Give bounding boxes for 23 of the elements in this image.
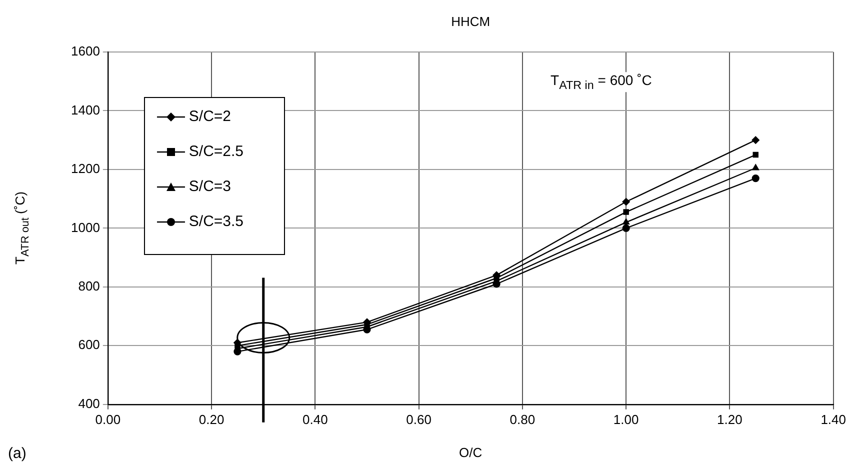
y-tick-label: 1600 bbox=[71, 44, 100, 59]
legend-label: S/C=3 bbox=[188, 178, 232, 195]
y-tick-label: 400 bbox=[78, 396, 100, 411]
text: (a) bbox=[8, 445, 26, 462]
x-tick-label: 0.80 bbox=[510, 412, 536, 427]
y-tick-label: 600 bbox=[78, 337, 100, 352]
x-tick-label: 0.00 bbox=[95, 412, 121, 427]
legend-label: S/C=3.5 bbox=[188, 213, 244, 230]
x-tick-label: 0.40 bbox=[302, 412, 328, 427]
x-tick-label: 0.60 bbox=[406, 412, 432, 427]
chart-title: HHCM bbox=[450, 14, 492, 29]
y-tick-label: 1000 bbox=[71, 220, 100, 235]
legend-label: S/C=2 bbox=[188, 108, 232, 125]
y-tick-label: 1200 bbox=[71, 161, 100, 176]
legend-label: S/C=2.5 bbox=[188, 143, 244, 160]
x-axis-title: O/C bbox=[458, 445, 484, 460]
x-tick-label: 1.40 bbox=[820, 412, 846, 427]
annotation: T$_{ATR in}$ = 600 ˚C bbox=[550, 72, 652, 92]
x-tick-label: 0.20 bbox=[198, 412, 224, 427]
y-tick-label: 1400 bbox=[71, 102, 100, 118]
y-tick-label: 800 bbox=[78, 278, 100, 294]
x-tick-label: 1.00 bbox=[613, 412, 639, 427]
x-tick-label: 1.20 bbox=[717, 412, 742, 427]
